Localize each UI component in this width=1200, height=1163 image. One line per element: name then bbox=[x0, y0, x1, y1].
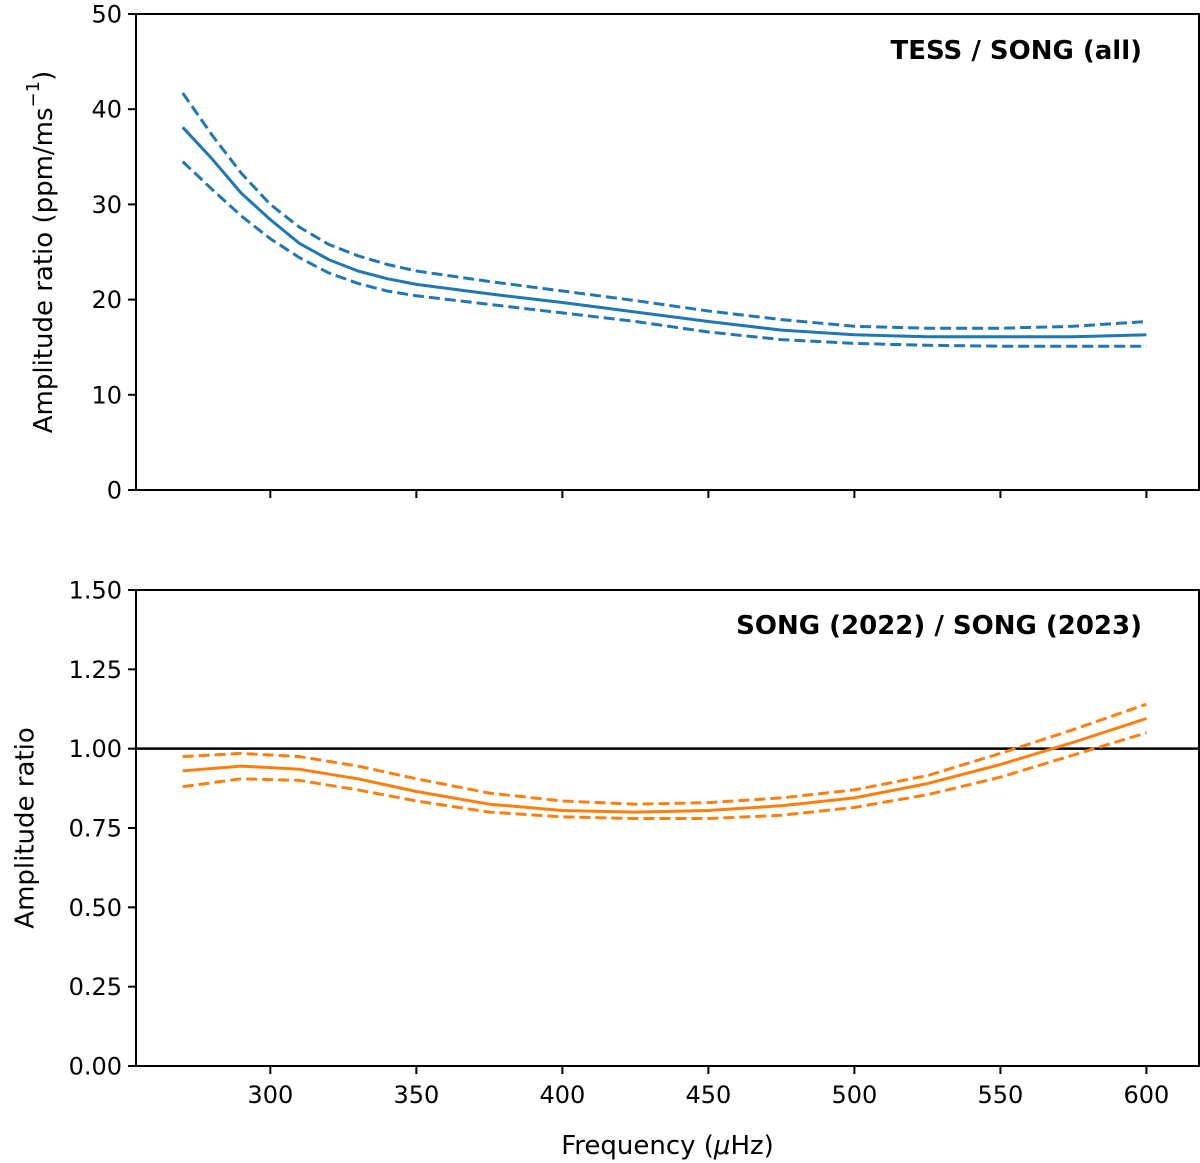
y-tick-label: 1.00 bbox=[69, 735, 122, 763]
x-axis-label-rest: Hz) bbox=[730, 1131, 773, 1161]
series-line-fit bbox=[181, 126, 1147, 339]
y-tick-label: 30 bbox=[91, 191, 122, 219]
x-tick-label: 600 bbox=[1124, 1081, 1170, 1109]
top-ticks: 0 10 20 30 40 50 bbox=[91, 1, 1148, 505]
series-line-fit bbox=[182, 717, 1147, 814]
y-tick-label: 0.25 bbox=[69, 973, 122, 1001]
x-tick-label: 550 bbox=[978, 1081, 1024, 1109]
bottom-ticks: 0.00 0.25 0.50 0.75 1.00 1.25 1.50 300 350 400 450… bbox=[69, 577, 1170, 1110]
panel-bottom: 0.00 0.25 0.50 0.75 1.00 1.25 1.50 300 350 400 450… bbox=[11, 577, 1200, 1161]
y-tick-label: 0.50 bbox=[69, 894, 122, 922]
series-line-upper bbox=[182, 702, 1147, 806]
x-tick-label: 300 bbox=[247, 1081, 293, 1109]
x-axis-label: Frequency (μHz) bbox=[561, 1131, 774, 1161]
top-plot-frame bbox=[135, 13, 1200, 491]
bottom-y-axis-label: Amplitude ratio bbox=[11, 727, 41, 928]
top-panel-title: TESS / SONG (all) bbox=[891, 36, 1143, 66]
y-tick-label: 0.75 bbox=[69, 815, 122, 843]
y-tick-label: 0 bbox=[107, 477, 122, 505]
x-tick-label: 500 bbox=[831, 1081, 877, 1109]
series-line-upper bbox=[181, 92, 1147, 330]
y-tick-label: 1.50 bbox=[69, 577, 122, 605]
x-axis-label-main: Frequency ( bbox=[561, 1131, 714, 1161]
y-tick-label: 1.25 bbox=[69, 656, 122, 684]
bottom-panel-title: SONG (2022) / SONG (2023) bbox=[736, 611, 1142, 641]
series-line-lower bbox=[181, 160, 1147, 348]
series-line-lower bbox=[182, 731, 1147, 820]
top-y-axis-label-sup: −1 bbox=[23, 81, 44, 108]
top-y-axis-label: Amplitude ratio (ppm/ms−1) bbox=[23, 71, 59, 434]
x-tick-label: 400 bbox=[539, 1081, 585, 1109]
x-axis-label-mu: μ bbox=[713, 1131, 731, 1161]
panel-top: 0 10 20 30 40 50 TESS / SONG (all) Amplitude … bbox=[23, 1, 1200, 505]
top-series-lines bbox=[181, 92, 1147, 348]
y-tick-label: 0.00 bbox=[69, 1053, 122, 1081]
top-y-axis-label-close: ) bbox=[29, 71, 59, 81]
y-tick-label: 20 bbox=[91, 286, 122, 314]
top-y-axis-label-main: Amplitude ratio (ppm/ms bbox=[29, 107, 59, 433]
bottom-series-lines bbox=[136, 702, 1199, 820]
bottom-plot-frame bbox=[135, 589, 1200, 1067]
x-tick-label: 450 bbox=[685, 1081, 731, 1109]
x-tick-label: 350 bbox=[393, 1081, 439, 1109]
y-tick-label: 10 bbox=[91, 381, 122, 409]
y-tick-label: 40 bbox=[91, 96, 122, 124]
y-tick-label: 50 bbox=[91, 1, 122, 29]
